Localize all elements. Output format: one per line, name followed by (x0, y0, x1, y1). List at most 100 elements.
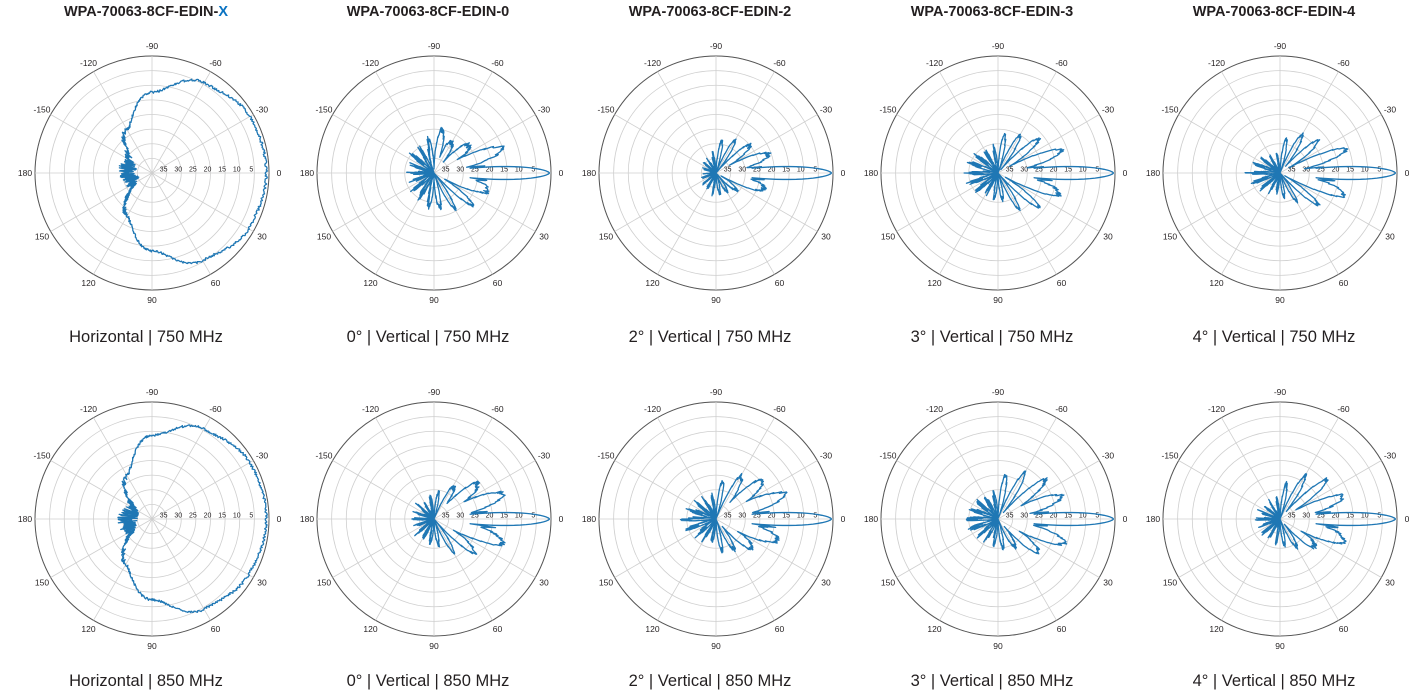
radial-tick-label: 10 (1361, 167, 1369, 174)
angle-tick-label: 150 (317, 232, 331, 242)
angle-tick-label: 90 (1275, 641, 1285, 651)
angle-tick-label: 180 (300, 514, 314, 524)
angle-tick-label: -60 (1055, 58, 1068, 68)
angle-tick-label: 120 (81, 278, 95, 288)
angle-tick-label: -60 (491, 58, 504, 68)
radial-tick-label: 35 (160, 513, 168, 520)
angle-tick-label: 60 (775, 624, 785, 634)
polar-plot: 0 30 60 90 120 150 180 -150 -120 -90 -60 -30 5 10 15 20… (864, 387, 1128, 651)
radial-tick-label: 5 (813, 513, 817, 520)
angle-tick-label: 180 (18, 514, 32, 524)
pattern-trace (963, 132, 1115, 212)
radial-tick-label: 25 (1317, 513, 1325, 520)
radial-tick-label: 25 (189, 513, 197, 520)
radial-tick-label: 5 (813, 167, 817, 174)
angle-tick-label: -150 (598, 105, 615, 115)
angle-tick-label: -90 (992, 387, 1005, 397)
column-title-text: WPA-70063-8CF-EDIN-4 (1192, 4, 1356, 20)
angle-tick-label: 90 (993, 641, 1003, 651)
grid-spoke (433, 460, 536, 520)
angle-tick-label: -150 (1162, 451, 1179, 461)
angle-tick-label: 60 (493, 624, 503, 634)
angle-tick-label: 30 (539, 578, 549, 588)
pattern-trace (117, 424, 268, 614)
column-title-1: WPA-70063-8CF-EDIN-X (4, 4, 288, 20)
angle-tick-label: 90 (147, 295, 157, 305)
grid-spoke (151, 71, 211, 174)
polar-plot: 0 30 60 90 120 150 180 -150 -120 -90 -60 -30 5 10 15 20… (582, 41, 846, 305)
angle-tick-label: -150 (316, 105, 333, 115)
angle-tick-label: -30 (538, 105, 551, 115)
angle-tick-label: 30 (1103, 232, 1113, 242)
radial-tick-label: 25 (1317, 167, 1325, 174)
grid-spoke (715, 417, 775, 520)
angle-tick-label: 120 (363, 624, 377, 634)
angle-tick-label: 150 (599, 232, 613, 242)
angle-tick-label: 60 (775, 278, 785, 288)
angle-tick-label: 150 (881, 578, 895, 588)
angle-tick-label: -30 (1102, 105, 1115, 115)
column-title-3: WPA-70063-8CF-EDIN-2 (568, 4, 852, 20)
angle-tick-label: -120 (1208, 58, 1225, 68)
angle-tick-label: -120 (80, 58, 97, 68)
angle-tick-label: 90 (429, 295, 439, 305)
grid-spoke (1279, 518, 1382, 578)
angle-tick-label: -90 (992, 41, 1005, 51)
angle-tick-label: 150 (1163, 232, 1177, 242)
grid-spoke (715, 518, 775, 621)
angle-tick-label: -90 (428, 387, 441, 397)
radial-tick-label: 20 (768, 513, 776, 520)
radial-tick-label: 10 (233, 513, 241, 520)
angle-tick-label: 120 (81, 624, 95, 634)
radial-tick-label: 20 (1332, 513, 1340, 520)
angle-tick-label: 0 (277, 168, 282, 178)
grid-spoke (93, 417, 153, 520)
angle-tick-label: -120 (644, 404, 661, 414)
grid-spoke (93, 71, 153, 174)
plot-caption: 0° | Vertical | 850 MHz (346, 672, 510, 690)
angle-tick-label: -150 (880, 451, 897, 461)
angle-tick-label: -60 (1337, 404, 1350, 414)
grid-spoke (715, 518, 818, 578)
polar-plot: 0 30 60 90 120 150 180 -150 -120 -90 -60 -30 5 10 15 20… (864, 41, 1128, 305)
radial-tick-label: 15 (1346, 513, 1354, 520)
angle-tick-label: -90 (710, 387, 723, 397)
radial-tick-label: 5 (249, 513, 253, 520)
polar-plot: 0 30 60 90 120 150 180 -150 -120 -90 -60 -30 5 10 15 20… (1146, 41, 1410, 305)
angle-tick-label: -120 (1208, 404, 1225, 414)
angle-tick-label: 120 (927, 278, 941, 288)
radial-tick-label: 5 (1377, 167, 1381, 174)
angle-tick-label: -30 (256, 105, 269, 115)
grid-spoke (896, 460, 999, 520)
angle-tick-label: -30 (1384, 451, 1397, 461)
column-title-text: WPA-70063-8CF-EDIN-0 (346, 4, 510, 20)
grid-spoke (433, 518, 493, 621)
radial-tick-label: 20 (1050, 167, 1058, 174)
angle-tick-label: 90 (993, 295, 1003, 305)
grid-spoke (50, 518, 153, 578)
angle-tick-label: 180 (300, 168, 314, 178)
grid-spoke (997, 172, 1057, 275)
grid-spoke (151, 518, 254, 578)
radial-tick-label: 30 (456, 513, 464, 520)
angle-tick-label: 60 (493, 278, 503, 288)
angle-tick-label: -60 (1337, 58, 1350, 68)
angle-tick-label: -30 (820, 451, 833, 461)
plot-caption: 3° | Vertical | 850 MHz (910, 672, 1074, 690)
column-title-4: WPA-70063-8CF-EDIN-3 (850, 4, 1134, 20)
grid-spoke (657, 172, 717, 275)
grid-spoke (896, 172, 999, 232)
angle-tick-label: 30 (1385, 232, 1395, 242)
angle-tick-label: 90 (1275, 295, 1285, 305)
angle-tick-label: 180 (864, 514, 878, 524)
angle-tick-label: -120 (80, 404, 97, 414)
radial-tick-label: 30 (738, 513, 746, 520)
angle-tick-label: 0 (277, 514, 282, 524)
angle-tick-label: -150 (34, 105, 51, 115)
angle-tick-label: 30 (821, 232, 831, 242)
grid-spoke (375, 172, 435, 275)
angle-tick-label: 180 (18, 168, 32, 178)
grid-spoke (614, 114, 717, 174)
radial-tick-label: 15 (1064, 513, 1072, 520)
angle-tick-label: -30 (538, 451, 551, 461)
